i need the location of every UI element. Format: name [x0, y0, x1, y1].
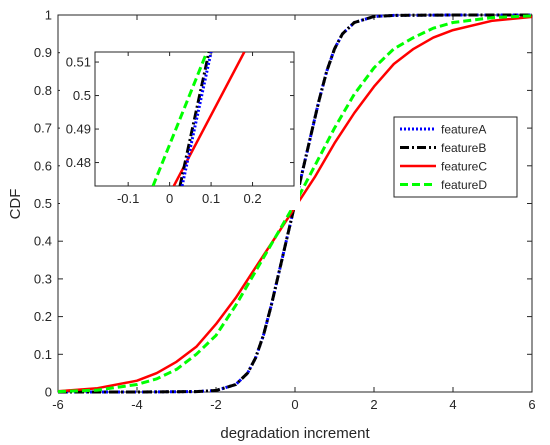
- x-tick-label: -6: [52, 397, 64, 412]
- y-axis-label: CDF: [7, 189, 24, 220]
- inset-x-tick-label: -0.1: [117, 191, 139, 206]
- x-tick-label: 6: [528, 397, 535, 412]
- series-line-featureB: [58, 13, 532, 394]
- y-tick-label: 0.8: [34, 83, 52, 98]
- inset-x-tick-label: 0.2: [244, 191, 262, 206]
- inset-series-line-featureA: [180, 52, 213, 186]
- y-tick-label: 0.3: [34, 271, 52, 286]
- y-tick-label: 0.2: [34, 309, 52, 324]
- y-tick-label: 1: [45, 8, 52, 23]
- x-tick-label: 4: [449, 397, 456, 412]
- inset-zoom-plot: -0.1 0 0.1 0.2 0.48 0.49 0.5 0.51: [60, 45, 300, 210]
- inset-y-tick-label: 0.48: [66, 155, 91, 170]
- inset-y-tick-label: 0.51: [66, 55, 91, 70]
- inset-y-tick-label: 0.49: [66, 122, 91, 137]
- inset-series-line-featureD: [151, 52, 209, 186]
- x-axis-label: degradation increment: [220, 425, 370, 442]
- legend-label-featureA: featureA: [441, 123, 486, 137]
- y-tick-label: 0.6: [34, 158, 52, 173]
- y-tick-label: 0.4: [34, 234, 52, 249]
- y-tick-label: 0.1: [34, 347, 52, 362]
- x-tick-label: 0: [291, 397, 298, 412]
- y-tick-label: 0: [45, 385, 52, 400]
- inset-x-tick-label: 0.1: [202, 191, 220, 206]
- y-tick-label: 0.9: [34, 45, 52, 60]
- y-tick-label: 0.7: [34, 121, 52, 136]
- y-tick-label: 0.5: [34, 196, 52, 211]
- inset-y-tick-label: 0.5: [73, 88, 91, 103]
- legend: featureA featureB featureC featureD: [393, 116, 518, 198]
- x-tick-label: 2: [370, 397, 377, 412]
- legend-label-featureD: featureD: [441, 178, 487, 192]
- legend-label-featureC: featureC: [441, 160, 487, 174]
- legend-label-featureB: featureB: [441, 141, 486, 155]
- x-tick-label: -2: [210, 397, 222, 412]
- x-tick-label: -4: [131, 397, 143, 412]
- inset-x-tick-label: 0: [166, 191, 173, 206]
- inset-series-line-featureB: [178, 52, 211, 186]
